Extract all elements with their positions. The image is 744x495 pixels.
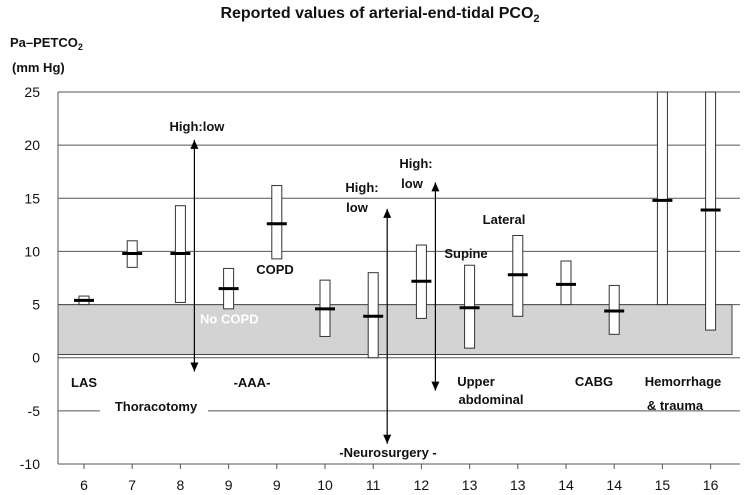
mean-markers — [74, 198, 721, 318]
x-tick-label: 10 — [317, 477, 333, 493]
x-tick-label: 15 — [655, 477, 671, 493]
annotation-supine: Supine — [444, 246, 487, 261]
annotation-thoracotomy: Thoracotomy — [115, 399, 198, 414]
annotation-aaa: -AAA- — [234, 375, 271, 390]
annotation-high-low-3b: low — [401, 176, 424, 191]
x-tick-label: 6 — [80, 477, 88, 493]
annotation-cabg: CABG — [575, 374, 613, 389]
arrow-head-up — [431, 182, 440, 192]
annotation-las: LAS — [71, 375, 97, 390]
y-tick-label: 20 — [24, 137, 40, 153]
x-tick-label: 9 — [273, 477, 281, 493]
annotation-high-low-2b: low — [346, 200, 369, 215]
range-bar — [656, 91, 668, 306]
x-tick-label: 7 — [128, 477, 136, 493]
y-tick-label: -10 — [20, 456, 40, 472]
y-tick-label: 10 — [24, 243, 40, 259]
annotation-high-low-2a: High: — [345, 180, 378, 195]
x-tick-label: 13 — [462, 477, 478, 493]
arrow-head-down — [383, 434, 392, 444]
x-tick-label: 12 — [414, 477, 430, 493]
chart-title: Reported values of arterial-end-tidal PC… — [220, 5, 539, 25]
annotation-high-low-3a: High: — [399, 156, 432, 171]
annotation-upper-abdominal-1: Upper — [457, 374, 495, 389]
y-tick-label: -5 — [28, 403, 41, 419]
annotation-copd: COPD — [256, 262, 294, 277]
y-axis-label: Pa–PETCO2 — [10, 35, 83, 52]
x-tick-label: 9 — [225, 477, 233, 493]
no-copd-band — [57, 304, 733, 356]
arrow-head-up — [190, 139, 199, 149]
annotation-hemorrhage-2: & trauma — [647, 398, 704, 413]
x-tick-label: 14 — [606, 477, 622, 493]
y-tick-label: 0 — [32, 350, 40, 366]
no-copd-label: No COPD — [200, 312, 259, 327]
arrow-head-up — [383, 208, 392, 218]
range-bar — [271, 185, 283, 260]
x-tick-label: 16 — [703, 477, 719, 493]
y-tick-label: 5 — [32, 297, 40, 313]
range-arrows — [190, 139, 440, 444]
annotation-high-low-1: High:low — [170, 119, 226, 134]
arrow-head-down — [431, 381, 440, 391]
x-tick-label: 11 — [366, 477, 381, 493]
x-tick-label: 8 — [177, 477, 185, 493]
annotation-lateral: Lateral — [483, 212, 526, 227]
x-tick-label: 13 — [510, 477, 526, 493]
x-tick-label: 14 — [558, 477, 574, 493]
y-axis-unit: (mm Hg) — [12, 60, 65, 75]
arrow-head-down — [190, 362, 199, 372]
x-tick-labels: 6 7 8 9 9 10 11 12 13 13 14 14 15 16 — [80, 464, 719, 493]
annotation-neurosurgery: -Neurosurgery - — [339, 445, 437, 460]
range-bar — [560, 260, 572, 306]
y-tick-labels: 25 20 15 10 5 0 -5 -10 — [20, 84, 40, 472]
y-tick-label: 25 — [24, 84, 40, 100]
y-tick-label: 15 — [24, 190, 40, 206]
annotation-upper-abdominal-2: abdominal — [458, 392, 523, 407]
gridlines — [57, 91, 740, 465]
annotation-hemorrhage-1: Hemorrhage — [645, 374, 722, 389]
